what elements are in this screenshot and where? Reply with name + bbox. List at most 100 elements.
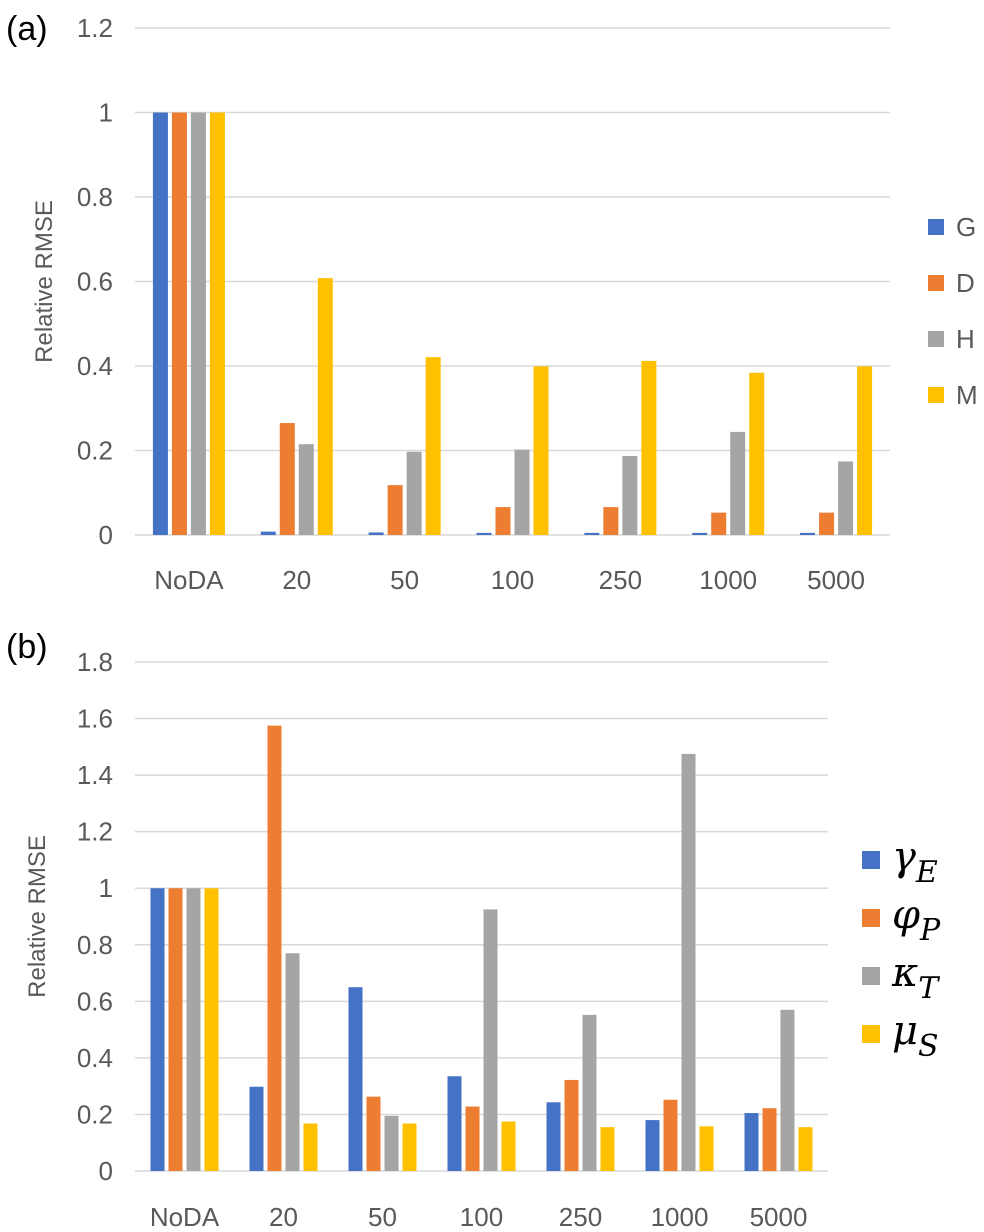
chart-a-y-tick-label: 1: [99, 98, 113, 128]
chart-b-bar: [303, 1123, 318, 1171]
chart-a-bar: [368, 532, 384, 535]
chart-b-bar: [582, 1014, 597, 1171]
chart-a-x-tick-label: 100: [491, 565, 534, 595]
chart-b-y-tick-label: 0.6: [77, 986, 113, 1016]
chart-b-legend-label: μS: [892, 1008, 939, 1064]
chart-a-x-tick-label: 20: [282, 565, 311, 595]
chart-b-bar: [285, 953, 300, 1171]
chart-b-bar: [168, 888, 183, 1171]
chart-b-bar: [780, 1009, 795, 1171]
chart-b-bar: [204, 888, 219, 1171]
chart-a-x-tick-label: 250: [599, 565, 642, 595]
chart-a-y-tick-label: 0.4: [77, 351, 113, 381]
chart-b-x-tick-label: 20: [269, 1202, 298, 1232]
chart-b-y-tick-label: 1.2: [77, 817, 113, 847]
chart-a-x-tick-label: 5000: [807, 565, 865, 595]
chart-a-legend-swatch: [928, 219, 944, 235]
chart-a-x-tick-label: NoDA: [154, 565, 224, 595]
chart-a-legend-swatch: [928, 387, 944, 403]
chart-a-x-tick-label: 1000: [699, 565, 757, 595]
chart-b-x-tick-label: 5000: [750, 1202, 808, 1232]
chart-b-bar: [150, 888, 165, 1171]
chart-b-bar: [501, 1121, 516, 1171]
chart-b-y-axis-label: Relative RMSE: [24, 835, 51, 998]
chart-a-y-tick-label: 0.2: [77, 436, 113, 466]
chart-a-legend-swatch: [928, 275, 944, 291]
panel-label-b: (b): [6, 628, 48, 666]
chart-a-bar: [584, 532, 600, 535]
chart-b-bar: [465, 1106, 480, 1171]
chart-a-bar: [692, 532, 708, 535]
chart-a-y-tick-label: 1.2: [77, 13, 113, 43]
chart-b-y-tick-label: 1.6: [77, 704, 113, 734]
chart-b-legend-swatch: [862, 851, 880, 869]
chart-b-x-tick-label: 50: [368, 1202, 397, 1232]
chart-b-bar: [681, 753, 696, 1171]
chart-b-bar: [402, 1123, 417, 1171]
chart-a-x-tick-label: 50: [390, 565, 419, 595]
chart-panel-b: (b) 0 0.2 0.4 0.6 0.8 1 1.2 1.4 1.6 1.8 NoDA 20 50 10…: [0, 620, 984, 1232]
chart-a-legend-label: G: [956, 212, 976, 242]
chart-b-bar: [447, 1076, 462, 1171]
chart-b-x-tick-label: 100: [460, 1202, 503, 1232]
chart-a-y-tick-label: 0.6: [77, 267, 113, 297]
chart-a-bar: [298, 444, 314, 535]
chart-b-legend-swatch: [862, 967, 880, 985]
chart-a-bar: [171, 112, 187, 535]
chart-b-x-tick-label: 250: [559, 1202, 602, 1232]
chart-a-legend-label: D: [956, 268, 975, 298]
chart-a-bar: [209, 112, 225, 535]
chart-b-bar: [699, 1126, 714, 1171]
chart-b-y-tick-label: 1: [99, 873, 113, 903]
chart-a-y-tick-label: 0: [99, 520, 113, 550]
chart-a-bar: [533, 366, 549, 535]
chart-a-legend-swatch: [928, 331, 944, 347]
chart-b-y-tick-label: 1.8: [77, 647, 113, 677]
chart-b-bar: [798, 1127, 813, 1171]
chart-a-bar: [425, 357, 441, 535]
panel-label-a: (a): [6, 10, 48, 48]
chart-b-bar: [744, 1113, 759, 1171]
chart-b-bar: [645, 1120, 660, 1171]
chart-a-bar: [260, 531, 276, 535]
chart-a-bar: [730, 431, 746, 535]
chart-a-bar: [387, 485, 403, 535]
bar-chart-a: 0 0.2 0.4 0.6 0.8 1 1.2 NoDA 20 50 100 250 1000 5000 R…: [31, 13, 978, 595]
chart-b-y-tick-label: 0.8: [77, 930, 113, 960]
chart-a-bar: [711, 512, 727, 535]
chart-a-bar: [838, 461, 854, 535]
chart-a-bar: [857, 366, 873, 535]
chart-b-bar: [663, 1099, 678, 1171]
chart-b-legend-swatch: [862, 1025, 880, 1043]
chart-a-bar: [514, 449, 530, 535]
chart-a-bar: [603, 507, 619, 535]
chart-a-bar: [622, 455, 638, 535]
chart-b-bar: [186, 888, 201, 1171]
chart-b-bar: [762, 1108, 777, 1171]
bar-chart-b: 0 0.2 0.4 0.6 0.8 1 1.2 1.4 1.6 1.8 NoDA 20 50 100 250…: [24, 647, 941, 1232]
chart-a-bar: [749, 372, 765, 535]
chart-b-bar: [483, 909, 498, 1171]
chart-b-bar: [249, 1086, 264, 1171]
chart-b-x-tick-label: 1000: [651, 1202, 709, 1232]
chart-b-bar: [348, 987, 363, 1171]
chart-a-legend-label: H: [956, 324, 975, 354]
chart-b-bar: [384, 1115, 399, 1171]
chart-a-bar: [152, 112, 168, 535]
chart-a-bar: [190, 112, 206, 535]
chart-a-bar: [279, 423, 295, 535]
chart-a-y-tick-label: 0.8: [77, 182, 113, 212]
chart-b-y-tick-label: 0.4: [77, 1043, 113, 1073]
chart-a-bar: [819, 512, 835, 535]
chart-b-x-tick-label: NoDA: [150, 1202, 220, 1232]
chart-b-bar: [564, 1079, 579, 1171]
chart-b-legend-label: γE: [892, 834, 938, 890]
chart-b-y-tick-label: 1.4: [77, 760, 113, 790]
chart-b-bar: [546, 1102, 561, 1171]
chart-b-legend-label: φP: [892, 892, 941, 948]
chart-b-y-tick-label: 0: [99, 1156, 113, 1186]
chart-a-legend-label: M: [956, 380, 978, 410]
chart-a-y-axis-label: Relative RMSE: [31, 200, 58, 363]
chart-a-bar: [476, 532, 492, 535]
chart-b-bar: [600, 1127, 615, 1171]
